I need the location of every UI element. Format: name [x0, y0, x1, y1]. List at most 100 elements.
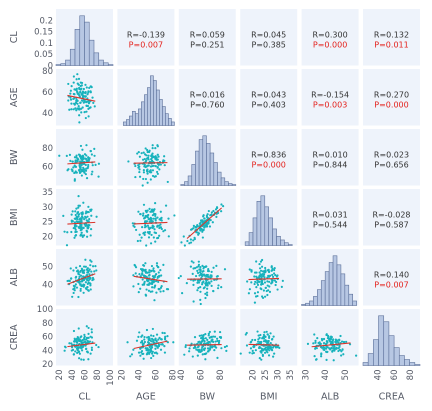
scatter-point	[162, 230, 165, 233]
scatter-point	[145, 159, 148, 162]
scatter-point	[203, 352, 206, 356]
scatter-point	[84, 157, 87, 160]
scatter-point	[185, 282, 188, 285]
scatter-point	[127, 160, 130, 163]
y-tick-label: 35	[42, 188, 53, 198]
scatter-point	[158, 168, 161, 171]
scatter-point	[147, 154, 150, 157]
scatter-point	[69, 89, 72, 92]
scatter-point	[163, 164, 166, 167]
histogram-bar	[217, 171, 222, 186]
scatter-point	[332, 359, 335, 362]
panel-bmi-crea	[363, 189, 420, 246]
scatter-point	[148, 170, 152, 173]
scatter-point	[262, 335, 265, 338]
scatter-point	[70, 277, 73, 280]
scatter-point	[91, 96, 94, 99]
scatter-point	[203, 347, 207, 350]
scatter-point	[143, 280, 146, 283]
scatter-point	[209, 219, 212, 222]
scatter-point	[325, 345, 328, 348]
x-tick-label: 40	[135, 370, 145, 381]
scatter-point	[80, 346, 83, 350]
histogram-bar	[256, 201, 262, 246]
scatter-point	[191, 272, 194, 275]
x-tick-label: 20	[55, 370, 65, 381]
scatter-point	[147, 164, 150, 167]
histogram-bar	[141, 101, 145, 126]
scatter-point	[77, 272, 80, 275]
scatter-point	[207, 334, 210, 337]
correlation-r: R=0.023	[374, 150, 409, 159]
histogram-bar	[336, 264, 342, 306]
x-variable-label: AGE	[136, 392, 156, 403]
scatter-point	[142, 357, 145, 360]
scatter-point	[72, 166, 75, 169]
scatter-point	[262, 340, 266, 343]
scatter-point	[198, 271, 202, 274]
scatter-point	[216, 337, 219, 340]
scatter-point	[167, 235, 170, 238]
scatter-point	[197, 260, 200, 263]
scatter-point	[192, 261, 195, 264]
scatter-point	[159, 290, 162, 293]
scatter-point	[248, 288, 251, 291]
scatter-point	[260, 347, 264, 351]
histogram-bar	[213, 162, 218, 186]
scatter-point	[90, 336, 94, 339]
scatter-point	[189, 238, 193, 241]
scatter-point	[153, 175, 156, 178]
scatter-point	[149, 220, 153, 223]
scatter-point	[260, 349, 263, 352]
correlation-p: P=0.000	[251, 160, 285, 169]
scatter-point	[75, 171, 78, 174]
scatter-point	[163, 338, 167, 341]
y-tick-label: 60	[42, 163, 53, 173]
scatter-crea-vs-cl	[63, 325, 100, 361]
scatter-point	[82, 358, 85, 361]
scatter-point	[264, 271, 267, 274]
scatter-point	[151, 220, 154, 223]
scatter-point	[85, 347, 88, 350]
y-variable-label: AGE	[9, 87, 20, 107]
scatter-point	[73, 179, 76, 182]
scatter-point	[149, 178, 152, 181]
histogram-bar	[348, 293, 354, 306]
scatter-point	[207, 349, 210, 352]
scatter-point	[74, 234, 78, 237]
scatter-point	[206, 275, 209, 278]
y-tick-label: 80	[42, 67, 53, 77]
scatter-point	[258, 262, 261, 266]
scatter-point	[144, 224, 147, 227]
histogram-bmi	[244, 195, 293, 246]
histogram-bar	[150, 75, 154, 126]
scatter-point	[205, 291, 209, 294]
scatter-point	[83, 111, 86, 114]
scatter-point	[78, 275, 81, 279]
scatter-point	[150, 208, 154, 211]
fit-line	[67, 221, 96, 225]
scatter-point	[78, 352, 81, 355]
scatter-point	[201, 236, 204, 239]
scatter-point	[78, 155, 82, 158]
scatter-point	[262, 289, 265, 292]
scatter-point	[148, 230, 151, 234]
scatter-point	[74, 276, 77, 279]
scatter-point	[69, 96, 72, 99]
histogram-bar	[69, 48, 76, 66]
scatter-point	[218, 335, 221, 339]
scatter-point	[81, 94, 84, 97]
scatter-point	[215, 206, 219, 209]
scatter-point	[75, 215, 78, 219]
scatter-point	[142, 169, 145, 172]
histogram-bar	[165, 113, 169, 126]
scatter-point	[253, 292, 257, 295]
scatter-point	[220, 347, 223, 350]
scatter-point	[151, 352, 154, 355]
scatter-point	[84, 215, 87, 218]
scatter-point	[210, 336, 213, 339]
scatter-point	[157, 338, 160, 341]
scatter-point	[77, 204, 80, 207]
scatter-point	[152, 217, 155, 220]
scatter-point	[90, 346, 93, 349]
